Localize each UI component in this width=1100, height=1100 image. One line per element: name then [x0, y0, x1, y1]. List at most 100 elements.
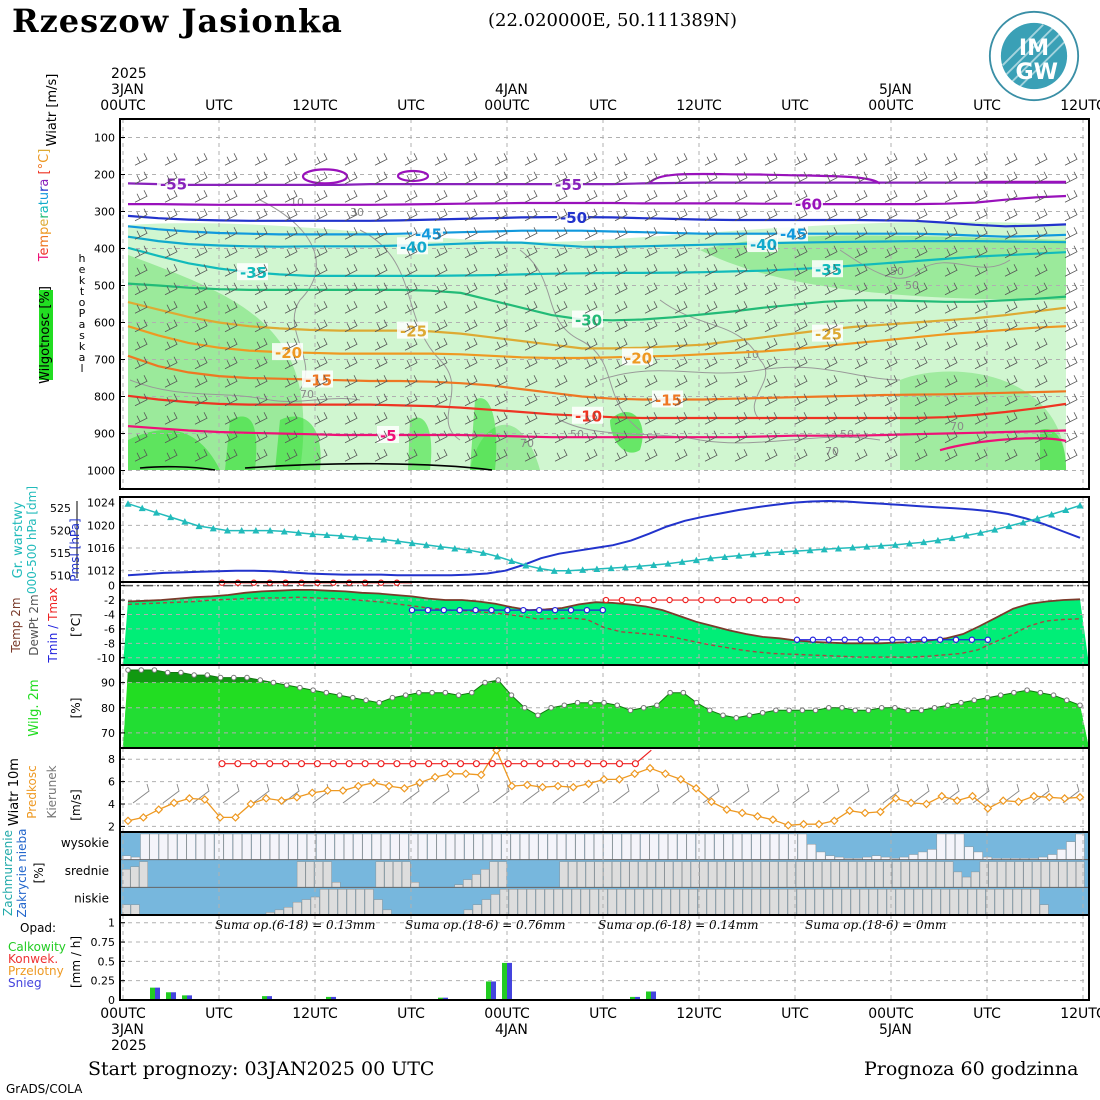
- wind-speed-marker: [937, 791, 947, 801]
- wind-gust-marker: [393, 760, 401, 768]
- humidity-marker: [244, 674, 250, 681]
- cloud-cover-bar: [839, 861, 849, 888]
- wind-barb: [464, 301, 478, 314]
- cloud-cover-bar: [538, 833, 548, 860]
- wind-barb: [494, 153, 508, 166]
- cloud-cover-bar: [362, 833, 372, 860]
- humidity-marker: [416, 689, 422, 696]
- thickness-marker: [934, 536, 942, 544]
- humidity-contour-line: [359, 229, 461, 441]
- wind-barb: [674, 153, 688, 166]
- wind-barb: [1034, 153, 1048, 166]
- bottom-time-tick: UTC: [205, 1006, 233, 1022]
- thickness-marker: [195, 522, 203, 530]
- cloud-cover-bar: [482, 833, 492, 860]
- cloud-cover-bar: [832, 889, 842, 916]
- cloud-cover-bar: [1058, 861, 1068, 888]
- wind-barb: [344, 301, 358, 314]
- cloud-cover-bar: [877, 889, 887, 916]
- wind-barb: [374, 319, 388, 333]
- cloud-cover-bar: [279, 833, 289, 860]
- wind-speed-marker: [338, 786, 348, 795]
- wind-barb: [164, 393, 178, 407]
- cloud-cover-bar: [517, 889, 527, 916]
- thickness-marker: [152, 509, 160, 516]
- wind-barb: [194, 393, 208, 407]
- wind-barb: [554, 153, 568, 166]
- wind-gust-marker: [250, 760, 258, 768]
- wind-barb: [734, 301, 748, 314]
- wind-direction-barb: [132, 783, 150, 804]
- wind-barb: [734, 319, 748, 333]
- wind-barb: [344, 264, 358, 277]
- logo-lettering: IM: [1019, 36, 1049, 61]
- thickness-marker: [636, 562, 644, 570]
- humidity-contour-line: [599, 366, 901, 381]
- wind-barb: [944, 190, 958, 203]
- wind-barb: [1064, 338, 1078, 351]
- humidity-marker: [944, 702, 951, 709]
- cloud-cover-bar: [371, 833, 381, 860]
- wind-barb: [644, 393, 658, 407]
- cloud-cover-bar: [797, 833, 807, 860]
- wind-barb: [824, 208, 838, 222]
- wind-barb: [164, 301, 178, 314]
- thickness-marker: [607, 564, 615, 572]
- wind-barb: [584, 319, 598, 333]
- wind-speed-marker: [430, 772, 440, 782]
- cloud-cover-bar: [139, 861, 148, 888]
- wind-barb: [824, 301, 838, 314]
- wind-gust-marker: [631, 760, 640, 768]
- wind-barb: [404, 319, 418, 333]
- wind-barb: [944, 264, 958, 277]
- wind-barb: [734, 227, 748, 240]
- wind-barb: [734, 190, 748, 203]
- thickness-marker: [806, 546, 814, 554]
- humidity-contour-line: [559, 419, 881, 444]
- wind-barb: [704, 375, 718, 388]
- thickness-marker: [323, 531, 331, 539]
- top-time-tick: UTC: [973, 98, 1001, 114]
- wind-barb: [884, 153, 898, 166]
- wind-direction-barb: [582, 783, 600, 804]
- thickness-axis-label: Gr. warstwy: [11, 501, 26, 578]
- wind-barb: [794, 449, 808, 462]
- thickness-marker: [905, 540, 913, 547]
- wind-barb: [194, 227, 208, 240]
- wind-speed-marker: [645, 763, 655, 773]
- humidity-marker: [125, 667, 131, 673]
- cloud-cover-bar: [892, 861, 901, 888]
- thickness-marker: [167, 513, 175, 521]
- wind-speed-marker: [461, 769, 471, 779]
- thickness-marker: [877, 542, 885, 549]
- wind-barb: [164, 264, 178, 277]
- isotherm-label-bg: [237, 263, 268, 281]
- wind-barb: [794, 412, 808, 425]
- wind-barb: [674, 356, 688, 370]
- cloud-cover-bar: [638, 861, 647, 888]
- thickness-marker: [536, 565, 544, 572]
- wind-barb: [344, 245, 358, 259]
- cloud-cover-bar: [868, 889, 878, 916]
- wind-barb: [194, 245, 208, 259]
- svg-text:GW: GW: [1016, 60, 1058, 85]
- cloud-cover-bar: [269, 833, 280, 860]
- wind-barb: [884, 449, 898, 462]
- wind-barb: [254, 375, 268, 388]
- isotherm-label: -60: [795, 196, 822, 214]
- precip-sum-label: Suma op.(6-18) = 0.13mm: [215, 918, 376, 932]
- wind-barb: [614, 301, 628, 314]
- wind-barb: [344, 190, 358, 203]
- isotherm-line: [127, 301, 1067, 350]
- wind-barb: [644, 356, 658, 370]
- wind-barb: [884, 375, 898, 388]
- wind-barb: [674, 245, 688, 259]
- top-time-tick: UTC: [781, 98, 809, 114]
- wind-barb: [914, 190, 928, 203]
- wind-barb: [794, 153, 808, 166]
- wind-barb: [284, 412, 298, 425]
- wind-gust-marker: [345, 760, 353, 768]
- wind-speed-marker: [829, 816, 839, 826]
- wind-barb: [524, 301, 538, 314]
- wind-direction-barb: [732, 783, 750, 804]
